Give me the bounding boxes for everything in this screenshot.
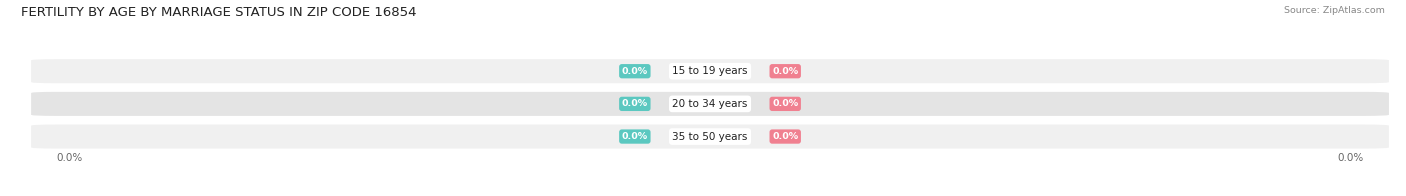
Text: 0.0%: 0.0%: [621, 67, 648, 76]
Text: 15 to 19 years: 15 to 19 years: [672, 66, 748, 76]
FancyBboxPatch shape: [30, 58, 1391, 84]
FancyBboxPatch shape: [30, 91, 1391, 117]
Text: 0.0%: 0.0%: [1337, 153, 1364, 163]
Text: Source: ZipAtlas.com: Source: ZipAtlas.com: [1284, 6, 1385, 15]
Text: FERTILITY BY AGE BY MARRIAGE STATUS IN ZIP CODE 16854: FERTILITY BY AGE BY MARRIAGE STATUS IN Z…: [21, 6, 416, 19]
Text: 0.0%: 0.0%: [772, 67, 799, 76]
Text: 0.0%: 0.0%: [772, 132, 799, 141]
Text: 0.0%: 0.0%: [56, 153, 83, 163]
Text: 0.0%: 0.0%: [772, 99, 799, 108]
Text: 20 to 34 years: 20 to 34 years: [672, 99, 748, 109]
Text: 0.0%: 0.0%: [621, 99, 648, 108]
FancyBboxPatch shape: [30, 123, 1391, 150]
Text: 0.0%: 0.0%: [621, 132, 648, 141]
Text: 35 to 50 years: 35 to 50 years: [672, 132, 748, 142]
